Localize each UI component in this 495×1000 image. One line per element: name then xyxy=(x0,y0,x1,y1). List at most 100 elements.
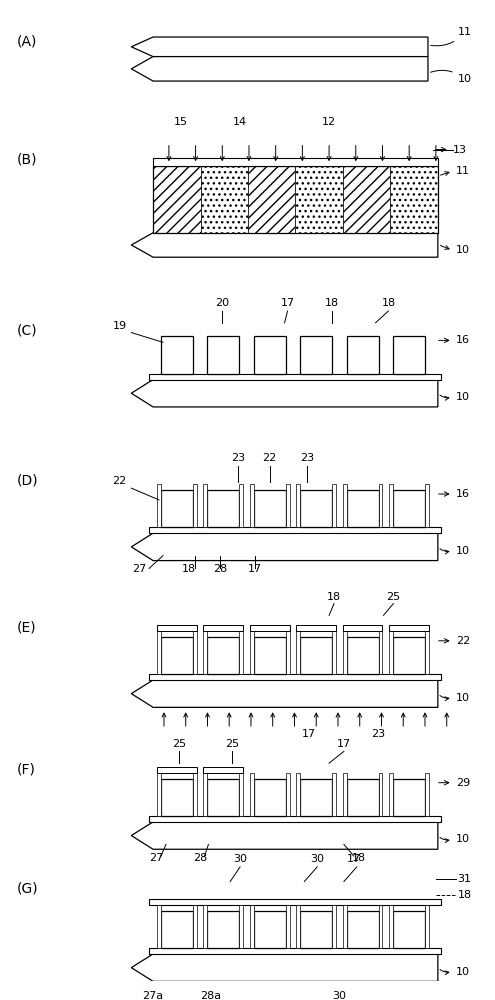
Text: 18: 18 xyxy=(325,298,339,308)
Text: 17: 17 xyxy=(248,564,262,574)
Polygon shape xyxy=(131,380,438,407)
Text: 28: 28 xyxy=(213,564,227,574)
Bar xyxy=(207,336,239,374)
Bar xyxy=(157,767,197,773)
Bar xyxy=(390,631,394,674)
Bar xyxy=(347,779,379,816)
Bar xyxy=(193,484,197,527)
Text: 30: 30 xyxy=(332,991,346,1000)
Text: (A): (A) xyxy=(17,35,37,49)
Bar xyxy=(254,490,286,527)
Bar xyxy=(297,625,336,631)
Bar xyxy=(161,779,193,816)
Text: 10: 10 xyxy=(455,392,470,402)
Text: 13: 13 xyxy=(452,145,467,155)
Bar xyxy=(157,905,161,948)
Text: 25: 25 xyxy=(172,739,186,749)
Bar xyxy=(300,637,332,674)
Bar xyxy=(207,490,239,527)
Bar xyxy=(343,625,383,631)
Text: 18: 18 xyxy=(182,564,196,574)
Bar xyxy=(193,905,197,948)
Bar xyxy=(193,631,197,674)
Bar xyxy=(390,625,429,631)
Bar xyxy=(149,899,441,905)
Text: 18: 18 xyxy=(327,592,341,602)
Text: 23: 23 xyxy=(371,729,386,739)
Text: 22: 22 xyxy=(263,453,277,463)
Text: 25: 25 xyxy=(386,592,400,602)
Text: 27a: 27a xyxy=(143,991,164,1000)
Bar xyxy=(343,484,347,527)
Text: 27: 27 xyxy=(149,853,163,863)
Bar xyxy=(347,490,379,527)
Bar xyxy=(296,166,343,233)
Bar xyxy=(347,911,379,948)
Bar xyxy=(286,905,290,948)
Bar xyxy=(250,625,290,631)
Bar xyxy=(203,905,207,948)
Text: 29: 29 xyxy=(455,778,470,788)
Bar xyxy=(394,779,425,816)
Bar xyxy=(300,779,332,816)
Polygon shape xyxy=(131,57,428,81)
Bar xyxy=(203,767,243,773)
Bar xyxy=(149,948,441,954)
Bar xyxy=(343,166,391,233)
Text: 18: 18 xyxy=(457,890,472,900)
Bar xyxy=(250,773,254,816)
Bar xyxy=(286,484,290,527)
Text: 17: 17 xyxy=(281,298,295,308)
Text: (F): (F) xyxy=(17,762,36,776)
Text: 16: 16 xyxy=(455,335,470,345)
Bar xyxy=(297,484,300,527)
Text: 10: 10 xyxy=(455,967,470,977)
Bar xyxy=(239,631,243,674)
Bar xyxy=(300,490,332,527)
Bar xyxy=(390,773,394,816)
Bar xyxy=(203,773,207,816)
Text: 17: 17 xyxy=(337,739,351,749)
Bar xyxy=(161,911,193,948)
Bar xyxy=(207,779,239,816)
Bar xyxy=(254,637,286,674)
Bar xyxy=(390,905,394,948)
Text: 23: 23 xyxy=(300,453,314,463)
Bar xyxy=(203,625,243,631)
Text: 30: 30 xyxy=(233,854,247,864)
Text: 10: 10 xyxy=(455,834,470,844)
Bar xyxy=(200,166,248,233)
Bar xyxy=(394,637,425,674)
Bar xyxy=(153,158,438,166)
Bar xyxy=(347,336,379,374)
Bar xyxy=(297,905,300,948)
Bar xyxy=(193,773,197,816)
Bar xyxy=(425,631,429,674)
Text: 10: 10 xyxy=(431,70,472,84)
Bar xyxy=(300,336,332,374)
Text: 14: 14 xyxy=(233,117,247,127)
Bar xyxy=(343,905,347,948)
Bar xyxy=(239,484,243,527)
Text: 18: 18 xyxy=(381,298,396,308)
Bar xyxy=(153,166,438,233)
Text: 10: 10 xyxy=(455,693,470,703)
Text: (E): (E) xyxy=(17,620,36,634)
Polygon shape xyxy=(131,954,438,981)
Bar xyxy=(347,637,379,674)
Polygon shape xyxy=(131,533,438,561)
Bar xyxy=(254,779,286,816)
Text: 18: 18 xyxy=(351,853,366,863)
Bar xyxy=(203,631,207,674)
Bar xyxy=(239,905,243,948)
Text: 22: 22 xyxy=(455,636,470,646)
Bar xyxy=(149,374,441,380)
Bar xyxy=(394,336,425,374)
Bar xyxy=(394,490,425,527)
Bar xyxy=(157,773,161,816)
Bar xyxy=(379,631,383,674)
Text: 28: 28 xyxy=(194,853,208,863)
Bar xyxy=(390,484,394,527)
Bar xyxy=(153,166,200,233)
Text: 10: 10 xyxy=(455,546,470,556)
